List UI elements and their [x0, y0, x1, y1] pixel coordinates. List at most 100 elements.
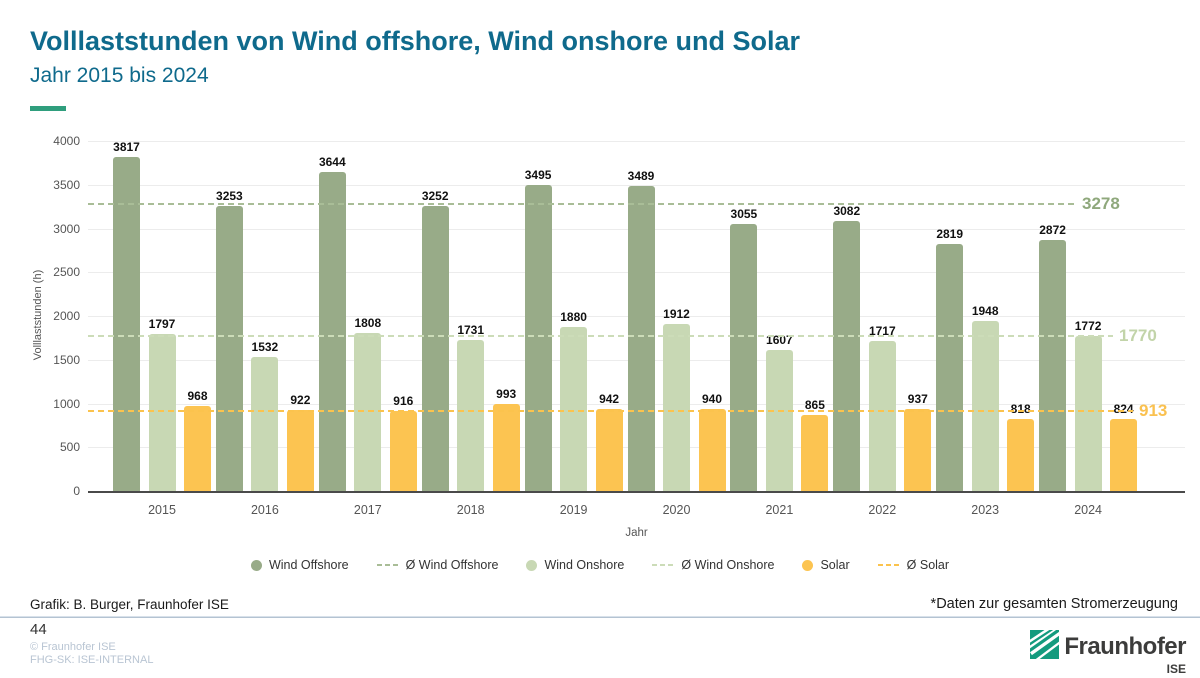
- legend-item: Wind Onshore: [526, 558, 624, 572]
- x-tick-label: 2018: [456, 503, 485, 517]
- page-number: 44: [30, 621, 47, 638]
- legend-item: Solar: [802, 558, 850, 572]
- bar-value-label: 3495: [524, 168, 552, 183]
- bar-value-label: 937: [907, 392, 928, 406]
- y-tick-label: 3000: [53, 221, 80, 236]
- legend-label: Ø Solar: [906, 558, 950, 572]
- bar-value-label: 3082: [833, 204, 861, 219]
- y-axis-title: Volllaststunden (h): [32, 269, 44, 361]
- x-tick-label: 2021: [765, 503, 794, 517]
- x-axis-title: Jahr: [625, 527, 648, 539]
- legend-item: Wind Offshore: [250, 558, 349, 572]
- bar-value-label: 2872: [1039, 222, 1066, 237]
- x-tick-label: 2015: [148, 503, 176, 517]
- legend-label: Wind Offshore: [268, 558, 349, 572]
- x-tick-label: 2023: [971, 503, 1000, 517]
- footer-divider: [0, 616, 1200, 618]
- bar-value-label: 1532: [251, 339, 279, 354]
- bar: [801, 415, 829, 491]
- bar-value-label: 940: [701, 391, 723, 406]
- y-tick-label: 0: [73, 484, 80, 498]
- bar-value-label: 1772: [1074, 318, 1102, 333]
- average-value-label: 913: [1139, 401, 1168, 421]
- y-tick-label: 500: [59, 440, 80, 455]
- y-tick-label: 4000: [53, 134, 80, 148]
- bar-value-label: 3644: [318, 155, 346, 170]
- bar-value-label: 3252: [421, 189, 449, 204]
- bar-value-label: 1948: [971, 303, 999, 318]
- legend-label: Wind Onshore: [544, 558, 625, 572]
- bar: [1074, 335, 1102, 491]
- bar-value-label: 916: [393, 393, 414, 408]
- bar-value-label: 1731: [457, 322, 485, 337]
- bar: [318, 172, 346, 491]
- x-tick-label: 2019: [559, 503, 588, 517]
- bar: [971, 320, 999, 491]
- x-tick-label: 2016: [250, 503, 279, 517]
- bar-value-label: 3253: [216, 189, 243, 204]
- average-line: [88, 335, 1113, 338]
- bar-value-label: 942: [599, 391, 620, 406]
- y-tick-label: 2500: [53, 265, 80, 280]
- bar: [389, 410, 417, 491]
- fraunhofer-logo-institute: ISE: [1166, 662, 1186, 676]
- data-note: *Daten zur gesamten Stromerzeugung: [930, 596, 1178, 612]
- bar-value-label: 1808: [354, 315, 382, 330]
- bar: [833, 221, 861, 491]
- legend-label: Ø Wind Onshore: [681, 558, 775, 572]
- page-title: Volllaststunden von Wind offshore, Wind …: [30, 26, 801, 56]
- bar: [560, 326, 588, 491]
- bar-value-label: 968: [187, 389, 208, 404]
- y-tick-label: 3500: [53, 177, 80, 192]
- chart-credit: Grafik: B. Burger, Fraunhofer ISE: [30, 597, 229, 612]
- legend-series-swatch: [526, 559, 538, 571]
- x-tick-label: 2017: [353, 503, 382, 517]
- x-tick-label: 2020: [662, 503, 691, 517]
- bar-value-label: 3055: [730, 206, 758, 221]
- average-line: [88, 410, 1133, 413]
- chart-legend: Wind Offshore Ø Wind Offshore Wind Onshore…: [0, 558, 1200, 572]
- y-tick-label: 1000: [53, 396, 80, 411]
- bar: [148, 333, 176, 491]
- x-tick-label: 2024: [1074, 503, 1102, 517]
- bar-value-label: 1717: [868, 323, 896, 338]
- x-tick-label: 2022: [868, 503, 897, 517]
- fraunhofer-logo: Fraunhofer ISE: [1030, 630, 1186, 676]
- y-tick-label: 1500: [53, 352, 80, 367]
- average-value-label: 1770: [1119, 326, 1157, 346]
- bar-value-label: 824: [1113, 401, 1134, 416]
- bar: [113, 157, 140, 491]
- bar-value-label: 865: [804, 398, 825, 413]
- bar: [1110, 418, 1138, 491]
- bar: [936, 244, 964, 491]
- bar: [730, 223, 758, 491]
- classification-text: FHG-SK: ISE-INTERNAL: [30, 654, 154, 666]
- legend-average-swatch: [652, 564, 675, 566]
- bar: [868, 340, 896, 491]
- bar-value-label: 1880: [560, 309, 587, 324]
- bar: [627, 185, 655, 491]
- y-tick-label: 2000: [53, 309, 80, 323]
- bar: [1007, 419, 1035, 491]
- x-axis-line: [88, 491, 1185, 493]
- bar-value-label: 2819: [936, 227, 964, 242]
- copyright-text: © Fraunhofer ISE: [30, 641, 116, 653]
- legend-label: Ø Wind Offshore: [405, 558, 499, 572]
- legend-item: Ø Wind Onshore: [652, 558, 774, 572]
- bar: [215, 206, 243, 491]
- legend-average-swatch: [877, 564, 900, 566]
- bar: [698, 408, 726, 491]
- bar-value-label: 1912: [663, 306, 690, 321]
- grid-line: [88, 141, 1185, 142]
- bar: [595, 408, 623, 491]
- legend-average-swatch: [376, 564, 399, 566]
- bar: [663, 323, 690, 491]
- page-subtitle: Jahr 2015 bis 2024: [30, 64, 209, 87]
- bar-value-label: 993: [496, 387, 517, 402]
- legend-series-swatch: [802, 559, 814, 571]
- bar-value-label: 3489: [627, 168, 655, 183]
- bar: [492, 404, 520, 491]
- bar: [457, 339, 485, 491]
- bar-value-label: 1797: [148, 316, 176, 331]
